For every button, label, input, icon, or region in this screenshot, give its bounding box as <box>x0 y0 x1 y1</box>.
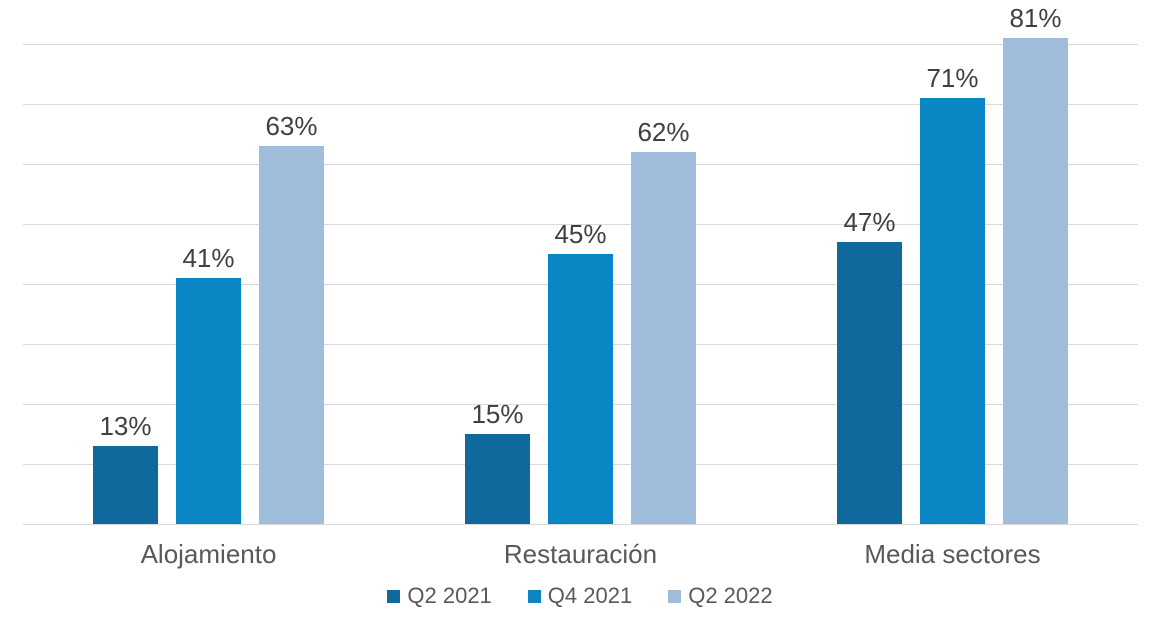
bar-q2-2022-media-sectores <box>1003 38 1068 524</box>
data-label: 63% <box>265 111 318 141</box>
legend-item-q2-2021: Q2 2021 <box>387 583 492 608</box>
data-label: 81% <box>1009 3 1062 33</box>
gridline-80pct <box>23 44 1138 45</box>
legend-swatch-icon <box>527 589 541 603</box>
bar-q4-2021-alojamiento <box>176 278 241 524</box>
legend-label: Q4 2021 <box>547 583 633 608</box>
legend-label: Q2 2021 <box>407 583 492 608</box>
legend-item-q2-2022: Q2 2022 <box>668 583 773 608</box>
category-label-alojamiento: Alojamiento <box>140 539 277 569</box>
data-label: 47% <box>843 207 896 237</box>
data-label: 13% <box>99 411 152 441</box>
data-label: 45% <box>554 219 607 249</box>
bar-q2-2021-alojamiento <box>93 446 158 524</box>
legend-label: Q2 2022 <box>688 583 773 608</box>
bar-q2-2022-alojamiento <box>259 146 324 524</box>
data-label: 15% <box>471 399 524 429</box>
data-label: 62% <box>637 117 690 147</box>
legend-item-q4-2021: Q4 2021 <box>527 583 633 608</box>
legend: Q2 2021 Q4 2021 Q2 2022 <box>0 584 1160 608</box>
gridline-70pct <box>23 104 1138 105</box>
bar-q4-2021-media-sectores <box>920 98 985 524</box>
bar-q2-2022-restauración <box>631 152 696 524</box>
gridline-60pct <box>23 164 1138 165</box>
gridline-0pct <box>23 524 1138 525</box>
legend-swatch-icon <box>387 589 401 603</box>
data-label: 71% <box>926 63 979 93</box>
gridline-50pct <box>23 224 1138 225</box>
category-label-media-sectores: Media sectores <box>864 539 1041 569</box>
bar-q2-2021-restauración <box>465 434 530 524</box>
category-label-restauración: Restauración <box>503 539 658 569</box>
bar-q4-2021-restauración <box>548 254 613 524</box>
legend-swatch-icon <box>668 589 682 603</box>
data-label: 41% <box>182 243 235 273</box>
bar-q2-2021-media-sectores <box>837 242 902 524</box>
